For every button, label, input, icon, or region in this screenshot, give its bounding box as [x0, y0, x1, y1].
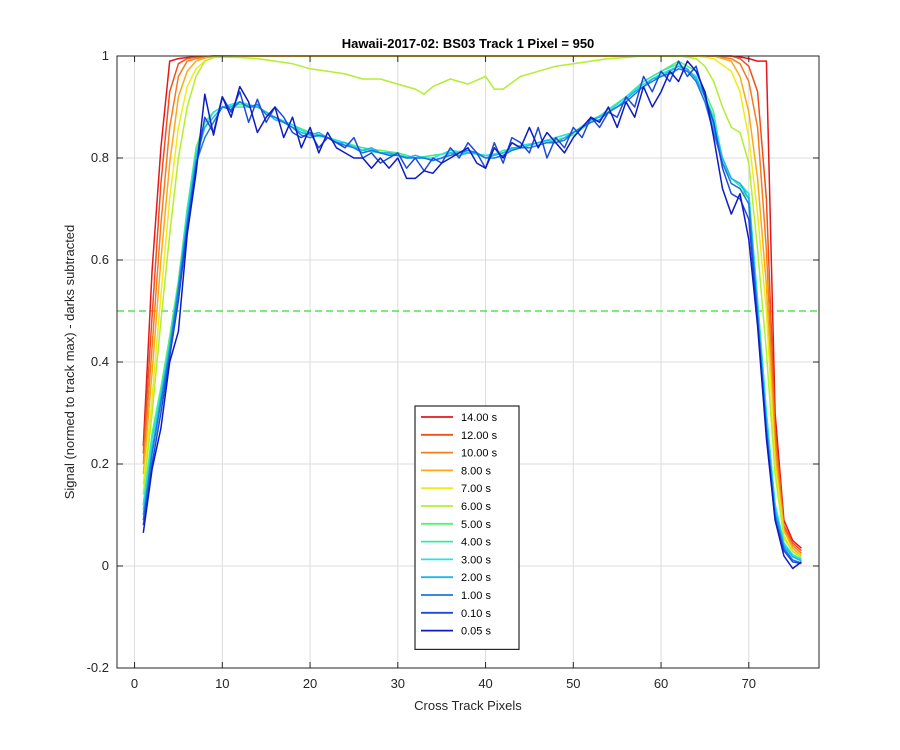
x-tick-label: 40 — [478, 676, 492, 691]
x-tick-label: 0 — [131, 676, 138, 691]
y-tick-label: 1 — [102, 48, 109, 63]
x-tick-label: 20 — [303, 676, 317, 691]
x-tick-label: 30 — [391, 676, 405, 691]
series-line-10 — [142, 68, 802, 564]
y-tick-label: 0.2 — [91, 456, 109, 471]
legend-label: 10.00 s — [461, 448, 498, 460]
series-line-12 — [142, 60, 802, 570]
series-line-11 — [142, 60, 802, 565]
y-tick-label: 0.8 — [91, 150, 109, 165]
legend-label: 6.00 s — [461, 501, 491, 513]
legend-label: 8.00 s — [461, 465, 491, 477]
x-tick-label: 70 — [742, 676, 756, 691]
legend-box — [414, 405, 520, 650]
y-tick-label: 0 — [102, 558, 109, 573]
x-tick-label: 50 — [566, 676, 580, 691]
legend-label: 7.00 s — [461, 483, 491, 495]
series-line-5 — [142, 55, 802, 558]
x-axis-label: Cross Track Pixels — [414, 698, 522, 713]
legend-label: 1.00 s — [461, 590, 491, 602]
chart-title: Hawaii-2017-02: BS03 Track 1 Pixel = 950 — [342, 36, 595, 51]
legend-label: 14.00 s — [461, 412, 498, 424]
y-axis-label: Signal (normed to track max) - darks sub… — [62, 225, 77, 500]
legend-label: 4.00 s — [461, 537, 491, 549]
axis-ticks: 0 10 20 30 40 50 60 70 -0.2 0 0.2 0.4 0.6 0.8 1 — [87, 48, 819, 691]
legend: 14.00 s 12.00 s 10.00 s 8.00 s 7.00 s 6.00 s 5… — [414, 405, 520, 650]
legend-label: 3.00 s — [461, 554, 491, 566]
legend-label: 5.00 s — [461, 519, 491, 531]
x-tick-label: 10 — [215, 676, 229, 691]
legend-label: 12.00 s — [461, 430, 498, 442]
series-line-9 — [142, 65, 802, 562]
y-tick-label: 0.4 — [91, 354, 109, 369]
legend-label: 0.05 s — [461, 626, 491, 638]
legend-label: 0.10 s — [461, 608, 491, 620]
x-tick-label: 60 — [654, 676, 668, 691]
legend-label: 2.00 s — [461, 572, 491, 584]
y-tick-label: -0.2 — [87, 660, 109, 675]
y-tick-label: 0.6 — [91, 252, 109, 267]
